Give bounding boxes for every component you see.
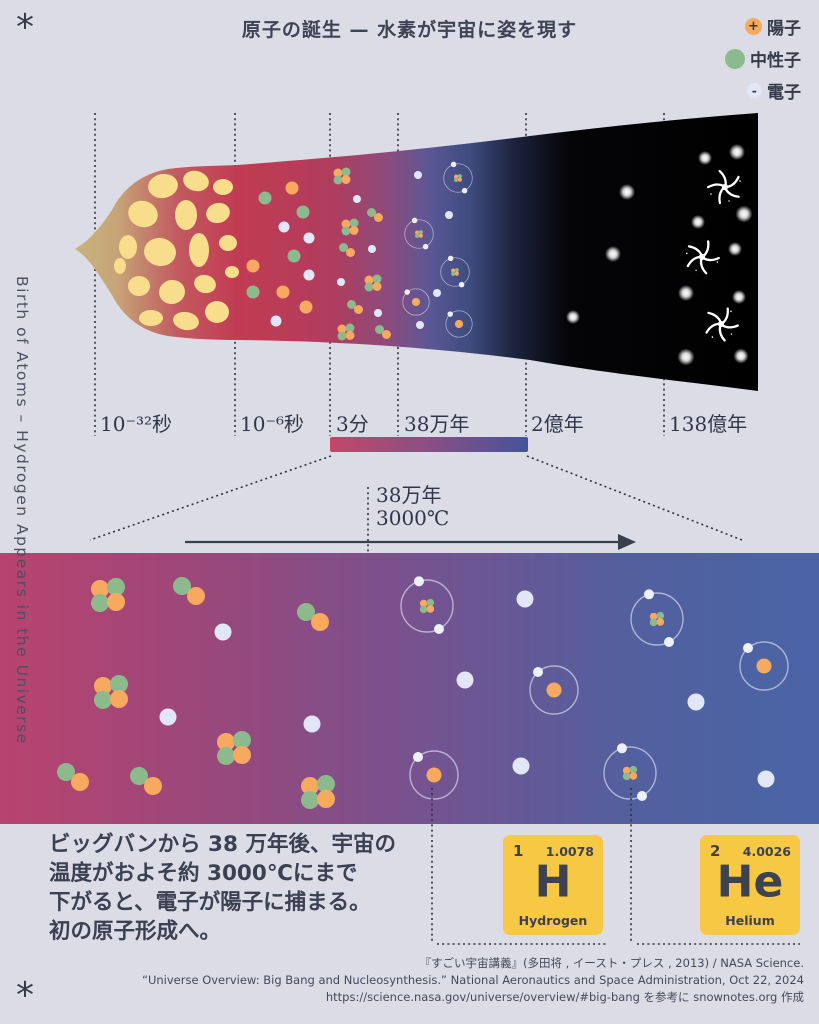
- callout-temperature: 3000℃: [376, 506, 450, 530]
- atoms-blue-era: [402, 162, 473, 338]
- universe-horn-diagram: [75, 113, 758, 391]
- callout-time: 38万年: [376, 483, 442, 507]
- element-symbol: H: [534, 856, 572, 908]
- caption-line: 初の原子形成へ。: [49, 919, 222, 944]
- zoom-band: [330, 437, 528, 452]
- legend-item-electron: - 電子: [725, 78, 801, 103]
- credit-line: https://science.nasa.gov/universe/overvi…: [325, 990, 804, 1004]
- proton-icon: +: [745, 18, 762, 35]
- particle-panel: [0, 553, 819, 824]
- legend-item-neutron: 中性子: [725, 46, 801, 71]
- credits-block: 『すごい宇宙講義』(多田将 , イースト・プレス , 2013) / NASA …: [142, 955, 804, 1006]
- legend-label-proton: 陽子: [767, 19, 801, 39]
- element-card-hydrogen: 1 1.0078 H Hydrogen: [503, 835, 603, 935]
- electron-icon: -: [747, 83, 762, 98]
- atomic-number: 2: [710, 842, 721, 860]
- credit-line: “Universe Overview: Big Bang and Nucleos…: [142, 973, 804, 987]
- quark-plasma-blobs: [114, 170, 239, 331]
- credit-line: 『すごい宇宙講義』(多田将 , イースト・プレス , 2013) / NASA …: [419, 956, 804, 970]
- asterisk-mark-bottom: *: [16, 975, 34, 1016]
- element-name: Helium: [725, 913, 775, 928]
- page-title: 原子の誕生 — 水素が宇宙に姿を現す: [241, 19, 578, 41]
- caption-block: ビッグバンから 38 万年後、宇宙の 温度がおよそ約 3000℃にまで 下がると…: [49, 833, 469, 949]
- time-arrow: [185, 534, 636, 550]
- zoom-connector-lines: [89, 455, 743, 541]
- nuclei-purple-era: [333, 167, 391, 341]
- galaxies-era: [677, 144, 753, 366]
- atomic-mass: 1.0078: [545, 844, 594, 859]
- electron-symbol: -: [752, 83, 757, 98]
- neutron-icon: [725, 48, 745, 69]
- side-title-vertical: Birth of Atoms – Hydrogen Appears in the…: [13, 276, 31, 745]
- caption-line: 温度がおよそ約 3000℃にまで: [49, 861, 358, 886]
- first-stars: [566, 184, 635, 324]
- caption-line: 下がると、電子が陽子に捕まる。: [49, 890, 371, 915]
- legend-item-proton: + 陽子: [725, 14, 801, 39]
- atomic-mass: 4.0026: [742, 844, 791, 859]
- timeline-tick-4: 38万年: [404, 412, 470, 436]
- free-particles-red-era: [246, 181, 315, 327]
- caption-line: ビッグバンから 38 万年後、宇宙の: [49, 832, 396, 857]
- particle-legend: + 陽子 中性子 - 電子: [725, 14, 801, 103]
- element-card-helium: 2 4.0026 He Helium: [700, 835, 800, 935]
- element-name: Hydrogen: [518, 913, 588, 928]
- element-symbol: He: [716, 856, 784, 908]
- proton-symbol: +: [748, 19, 759, 34]
- timeline-tick-1: 10⁻³²秒: [100, 412, 173, 436]
- legend-label-neutron: 中性子: [750, 51, 801, 71]
- timeline-tick-5: 2億年: [531, 412, 584, 436]
- legend-label-electron: 電子: [767, 83, 801, 103]
- timeline-tick-6: 138億年: [669, 412, 748, 436]
- element-callout-lines: [431, 788, 800, 945]
- asterisk-mark-top: *: [16, 7, 34, 48]
- atomic-number: 1: [513, 842, 524, 860]
- timeline-tick-3: 3分: [336, 412, 369, 436]
- timeline-tick-2: 10⁻⁶秒: [240, 412, 305, 436]
